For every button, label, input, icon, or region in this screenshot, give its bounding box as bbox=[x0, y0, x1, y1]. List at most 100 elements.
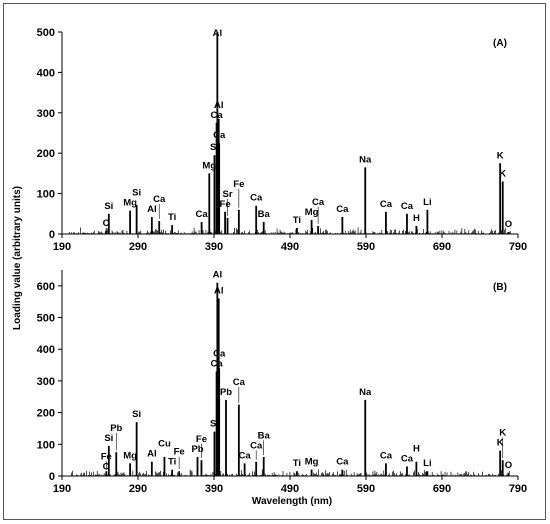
peak-label: H bbox=[413, 443, 420, 454]
peak-label: C bbox=[103, 218, 110, 229]
peak-bar bbox=[224, 211, 226, 234]
peak-label: Mg bbox=[305, 457, 319, 468]
peak-label: Si bbox=[132, 188, 141, 199]
peak-bar bbox=[129, 463, 131, 476]
x-tick-label: 790 bbox=[509, 241, 527, 253]
y-tick-label: 0 bbox=[49, 471, 55, 483]
peak-label: Ca bbox=[239, 450, 252, 461]
peak-bar bbox=[507, 231, 510, 234]
peak-bar bbox=[200, 221, 203, 234]
peak-bar bbox=[406, 213, 408, 234]
peak-label: Ca bbox=[380, 199, 393, 210]
peak-bar bbox=[218, 368, 221, 476]
peak-label: Ca bbox=[401, 201, 414, 212]
x-axis-label: Wavelength (nm) bbox=[252, 496, 332, 507]
x-tick-label: 790 bbox=[509, 483, 527, 495]
peak-label: Al bbox=[147, 449, 157, 460]
x-tick-label: 190 bbox=[53, 241, 71, 253]
peak-label: Ca bbox=[336, 457, 349, 468]
y-tick-label: 500 bbox=[37, 313, 55, 325]
peak-label: Cu bbox=[158, 439, 171, 450]
peak-bar bbox=[105, 471, 108, 476]
x-tick-label: 690 bbox=[433, 483, 451, 495]
peak-bar bbox=[310, 469, 313, 476]
peak-bar bbox=[107, 445, 110, 476]
peak-bar bbox=[341, 217, 344, 234]
y-tick-label: 400 bbox=[37, 344, 55, 356]
peak-label: Ba bbox=[258, 209, 271, 220]
peak-label: Ca bbox=[211, 110, 224, 121]
peak-bar bbox=[150, 461, 153, 476]
peak-bar bbox=[171, 469, 174, 476]
peak-label: Fe bbox=[174, 447, 185, 458]
peak-bar bbox=[415, 225, 418, 234]
x-tick-label: 390 bbox=[205, 483, 223, 495]
peak-label: Si bbox=[132, 409, 141, 420]
peak-bar bbox=[208, 173, 211, 234]
peak-label: Si bbox=[210, 419, 219, 430]
peak-label: Ca bbox=[213, 130, 226, 141]
panel-label: (B) bbox=[493, 282, 507, 293]
peak-label: Ca bbox=[401, 453, 414, 464]
peak-bar bbox=[255, 461, 258, 476]
spectrum-background bbox=[69, 227, 511, 234]
x-tick-label: 390 bbox=[205, 241, 223, 253]
peak-bar bbox=[415, 461, 418, 476]
y-tick-label: 500 bbox=[37, 27, 55, 39]
x-tick-label: 590 bbox=[357, 483, 375, 495]
y-tick-label: 600 bbox=[37, 281, 55, 293]
peak-label: K bbox=[497, 150, 504, 161]
peak-label: Li bbox=[423, 197, 431, 208]
peak-label: K bbox=[499, 168, 506, 179]
peak-bar bbox=[171, 225, 174, 234]
peak-label: Al bbox=[214, 100, 224, 111]
peak-label: Na bbox=[359, 154, 372, 165]
peak-label: Fe bbox=[220, 199, 231, 210]
peak-bar bbox=[158, 221, 161, 234]
peak-bar bbox=[385, 463, 387, 476]
peak-bar bbox=[499, 450, 502, 476]
peak-bar bbox=[226, 217, 229, 234]
peak-label: Ti bbox=[293, 215, 301, 226]
peak-bar bbox=[216, 32, 219, 234]
peak-label: Al bbox=[213, 28, 223, 39]
peak-bar bbox=[426, 209, 429, 234]
peak-bar bbox=[385, 211, 387, 234]
peak-label: Al bbox=[147, 204, 157, 215]
x-tick-label: 690 bbox=[433, 241, 451, 253]
peak-label: Ca bbox=[211, 358, 224, 369]
peak-label: Ti bbox=[168, 212, 176, 223]
y-tick-label: 100 bbox=[37, 189, 55, 201]
peak-label: Ba bbox=[258, 430, 271, 441]
peak-label: K bbox=[499, 428, 506, 439]
peak-label: Al bbox=[213, 270, 223, 281]
panel-b: 0 100 200 300 400 500 600 190 290 390 490 590 690 790… bbox=[37, 270, 528, 495]
peak-bar bbox=[317, 225, 320, 234]
peak-bar bbox=[501, 460, 504, 476]
peak-label: Al bbox=[214, 286, 224, 297]
peak-bar bbox=[507, 472, 510, 476]
peak-label: Pb bbox=[191, 444, 203, 455]
peak-bar bbox=[243, 463, 246, 476]
peak-label: Si bbox=[210, 142, 219, 153]
peak-bar bbox=[499, 163, 502, 234]
peak-bar bbox=[196, 456, 199, 476]
peak-bar bbox=[364, 399, 367, 476]
peak-label: Pb bbox=[110, 423, 122, 434]
peak-bar bbox=[150, 217, 153, 234]
peak-bar bbox=[200, 460, 203, 476]
y-tick-label: 0 bbox=[49, 229, 55, 241]
panel-label: (A) bbox=[493, 38, 507, 49]
peak-bar bbox=[225, 399, 227, 476]
peak-label: K bbox=[497, 438, 504, 449]
peak-bar bbox=[262, 221, 265, 234]
peak-label: Sr bbox=[223, 189, 233, 200]
peak-bar bbox=[237, 404, 240, 476]
peak-bar bbox=[296, 471, 298, 476]
peak-label: O bbox=[505, 460, 512, 471]
peak-bar bbox=[406, 466, 408, 476]
peak-label: H bbox=[413, 213, 420, 224]
peak-label: Ca bbox=[380, 450, 393, 461]
peak-label: Ca bbox=[336, 204, 349, 215]
